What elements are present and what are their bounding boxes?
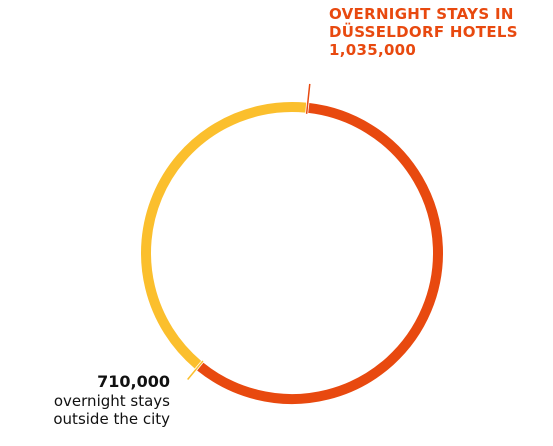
hotels-label-line-2: DÜSSELDORF HOTELS xyxy=(329,23,518,41)
hotels-leader-line xyxy=(305,83,311,114)
outside-leader-line xyxy=(187,360,204,380)
hotels-label: OVERNIGHT STAYS IN DÜSSELDORF HOTELS 1,0… xyxy=(329,5,518,59)
hotels-label-line-1: OVERNIGHT STAYS IN xyxy=(329,5,514,23)
outside-value: 710,000 xyxy=(97,372,170,391)
outside-label: 710,000 overnight stays outside the city xyxy=(53,372,170,428)
slice-hotels xyxy=(197,103,443,404)
outside-label-line-2: outside the city xyxy=(53,410,170,428)
outside-label-line-1: overnight stays xyxy=(53,392,170,410)
hotels-value: 1,035,000 xyxy=(329,41,417,59)
slice-outside xyxy=(141,102,307,369)
